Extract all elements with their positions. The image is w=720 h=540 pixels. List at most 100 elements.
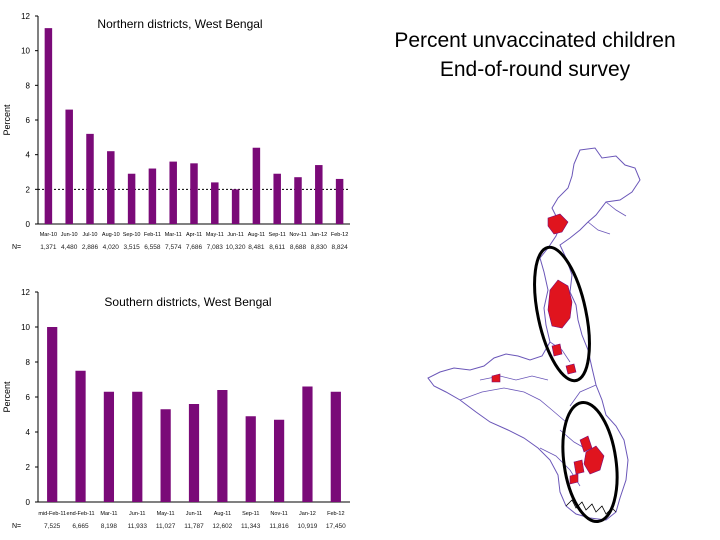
chart-1-n-value: 8,824 [331,244,348,251]
chart-2-n-value: 8,198 [101,523,118,530]
chart-1-n-value: 3,515 [123,244,140,251]
chart-1-y-axis-label: Percent [2,104,12,136]
chart-1-n-value: 4,480 [61,244,78,251]
chart-2-n-value: 10,919 [298,523,318,530]
chart-2-n-value: 17,450 [326,523,346,530]
chart-1-bar [273,173,281,224]
chart-1-n-label: N= [12,244,21,251]
chart-1-y-tick-label: 6 [26,116,31,125]
chart-1-bar [65,109,73,224]
chart-2-title: Southern districts, West Bengal [104,295,271,309]
chart-2-bar [217,390,228,502]
chart-2-y-tick-label: 0 [26,498,31,507]
slide-title: Percent unvaccinated children End-of-rou… [355,26,715,84]
chart-1-bar [252,147,261,224]
chart-1-n-value: 8,611 [269,244,285,251]
chart-1-n-value: 2,886 [82,244,99,251]
chart-2-n-value: 12,602 [212,523,232,530]
chart-1-bar [127,173,136,224]
chart-2-bar [47,327,58,502]
charts-area: 0 2 4 6 8 10 12 Percent Northern districts, West… [2,12,350,530]
chart-1-category-label: Jul-10 [83,232,98,238]
highlight-north-4 [565,363,577,375]
chart-1-y-tick-label: 10 [21,47,30,56]
chart-2-y-tick-label: 8 [26,358,31,367]
highlight-north-2 [547,279,573,329]
chart-2-bar [273,419,285,502]
chart-1-y-tick-label: 4 [26,151,31,160]
chart-1-y-tick-label: 8 [26,81,31,90]
chart-1-title: Northern districts, West Bengal [97,17,262,31]
chart-1-bar [315,165,323,224]
chart-1-n-value: 7,083 [207,244,224,251]
chart-2-bar [330,391,341,502]
chart-2-n-value: 11,933 [128,523,148,530]
chart-1-n-value: 6,558 [144,244,161,251]
chart-1-category-label: Aug-11 [248,232,265,238]
district-borders [459,201,627,487]
chart-1-category-label: Jun-10 [61,232,78,238]
chart-2-category-label: mid-Feb-11 [38,511,66,517]
map-outline [427,147,641,521]
highlight-south-4 [569,473,579,485]
chart-1-bar [231,189,240,224]
highlighted-districts [491,213,605,485]
chart-1-bar [86,133,94,224]
chart-2-y-axis-label: Percent [2,381,12,413]
chart-1-bar [148,168,157,224]
chart-2-category-label: Aug-11 [214,511,231,517]
chart-2-n-value: 7,525 [44,523,61,530]
chart-1-n-value: 7,686 [186,244,203,251]
chart-1-bar [335,178,344,224]
chart-1-n-value: 1,371 [40,244,57,251]
chart-2-bar [132,391,143,502]
chart-2-bar [75,370,86,502]
slide-title-line-2: End-of-round survey [439,58,631,81]
chart-1-category-label: Feb-11 [144,232,161,238]
south-region-circle [561,400,619,524]
highlight-north-1 [547,213,569,235]
chart-1-bar [44,28,53,225]
chart-2-category-label: Jun-11 [129,511,145,517]
chart-1-category-label: Jun-11 [227,232,243,238]
chart-2-n-value: 11,816 [269,523,289,530]
slide-title-line-1: Percent unvaccinated children [394,29,676,52]
chart-2-category-label: end-Feb-11 [67,511,95,517]
chart-2-n-value: 11,343 [241,523,261,530]
chart-1-n-value: 10,320 [226,244,246,251]
chart-2-category-label: Jun-11 [186,511,202,517]
chart-2-bar [245,416,256,502]
chart-2-n-value: 6,665 [72,523,89,530]
chart-2-n-label: N= [12,523,21,530]
chart-1-category-label: Jan-12 [310,232,327,238]
chart-1-n-value: 8,830 [311,244,328,251]
chart-1-n-value: 4,020 [103,244,120,251]
chart-1-y-tick-label: 0 [26,220,31,229]
chart-1-category-label: Mar-10 [40,232,57,238]
chart-2-category-label: Nov-11 [270,511,287,517]
chart-2-bar [188,404,200,502]
chart-2-n-value: 11,787 [184,523,204,530]
chart-1-bar [169,161,177,224]
highlight-west [491,373,501,383]
chart-2-bar [103,391,115,502]
highlight-north-3 [551,343,563,357]
chart-2-category-label: Sep-11 [242,511,259,517]
west-bengal-map [427,147,641,524]
chart-2-y-tick-label: 12 [21,288,30,297]
chart-1-category-label: Sep-10 [123,232,141,238]
chart-1-bar [107,151,115,224]
chart-1-category-label: Sep-11 [269,232,286,238]
north-region-circle [533,245,591,383]
chart-1-n-value: 7,574 [165,244,182,251]
chart-1-category-label: Mar-11 [165,232,182,238]
chart-2-category-label: Jan-12 [299,511,316,517]
chart-1-category-label: May-11 [206,232,224,238]
chart-2-y-tick-label: 2 [26,463,31,472]
chart-1-y-tick-label: 2 [26,185,31,194]
chart-2-bar [302,386,313,502]
chart-1-category-label: Aug-10 [102,232,120,238]
chart-1-n-value: 8,688 [290,244,307,251]
coastline [565,499,617,515]
highlight-south-3 [573,459,585,475]
